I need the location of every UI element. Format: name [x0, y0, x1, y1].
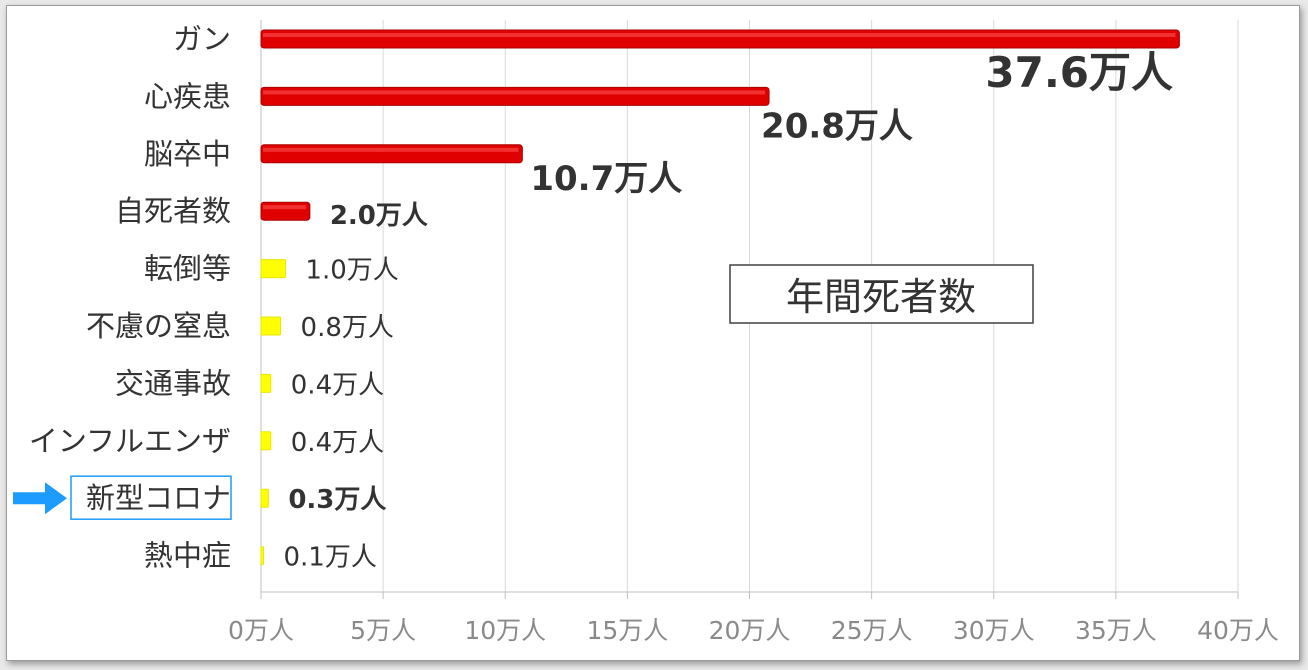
- bar-highlight: [263, 205, 306, 210]
- category-label: 交通事故: [115, 366, 231, 400]
- bar: [260, 29, 1180, 49]
- data-label: 37.6万人: [985, 48, 1173, 97]
- annotation-border: [729, 264, 1034, 324]
- x-tick-label: 40万人: [1197, 616, 1279, 645]
- category-label: 熱中症: [144, 539, 231, 573]
- bar: [260, 373, 272, 393]
- category-label: 脳卒中: [144, 137, 231, 171]
- x-tick-label: 0万人: [228, 616, 294, 645]
- x-tick-labels: 0万人 5万人 10万人 15万人 20万人 25万人 30万人 35万人 40万人: [228, 616, 1279, 645]
- category-label: 新型コロナ: [86, 481, 231, 515]
- bar: [260, 431, 272, 451]
- annotation-text: 年間死者数: [786, 275, 976, 319]
- x-tick-label: 30万人: [953, 616, 1035, 645]
- bar: [260, 316, 282, 336]
- highlight-box: [70, 475, 232, 520]
- bar: [260, 546, 264, 566]
- data-label: 10.7万人: [530, 159, 682, 199]
- category-label: 不慮の窒息: [86, 309, 231, 343]
- x-tick-label: 15万人: [586, 616, 668, 645]
- bar-highlight: [263, 147, 519, 152]
- data-label: 0.1万人: [284, 543, 377, 573]
- x-tick-label: 5万人: [350, 616, 416, 645]
- data-label: 0.3万人: [288, 485, 386, 515]
- bar: [260, 86, 770, 106]
- bars: [260, 29, 1180, 566]
- bar: [260, 201, 311, 221]
- x-tick-label: 35万人: [1075, 616, 1157, 645]
- data-label: 20.8万人: [761, 106, 913, 146]
- chart-frame: 37.6万人 20.8万人 10.7万人 2.0万人 1.0万人 0.8万人 0.4万人 0.…: [6, 5, 1300, 661]
- x-tick-label: 25万人: [831, 616, 913, 645]
- data-label: 0.4万人: [291, 428, 384, 458]
- x-tick-label: 10万人: [464, 616, 546, 645]
- arrow-right-icon: [13, 482, 67, 515]
- bar-highlight: [263, 90, 766, 95]
- category-label: 転倒等: [144, 252, 231, 286]
- category-label: インフルエンザ: [29, 424, 231, 458]
- bar: [260, 488, 269, 508]
- category-label: ガン: [173, 22, 231, 56]
- data-label: 1.0万人: [305, 256, 398, 286]
- x-tick-label: 20万人: [709, 616, 791, 645]
- category-label: 自死者数: [115, 194, 231, 228]
- bar-chart: 37.6万人 20.8万人 10.7万人 2.0万人 1.0万人 0.8万人 0.4万人 0.…: [13, 20, 1279, 645]
- bar: [260, 144, 523, 164]
- bar: [260, 259, 286, 279]
- annotation-box: 年間死者数: [729, 264, 1034, 324]
- highlight-marker: [13, 475, 232, 520]
- category-label: 心疾患: [144, 79, 231, 113]
- data-labels: 37.6万人 20.8万人 10.7万人 2.0万人 1.0万人 0.8万人 0.4万人 0.…: [284, 48, 1174, 573]
- data-label: 2.0万人: [330, 201, 428, 231]
- data-label: 0.8万人: [301, 313, 394, 343]
- data-label: 0.4万人: [291, 370, 384, 400]
- bar-highlight: [263, 33, 1176, 37]
